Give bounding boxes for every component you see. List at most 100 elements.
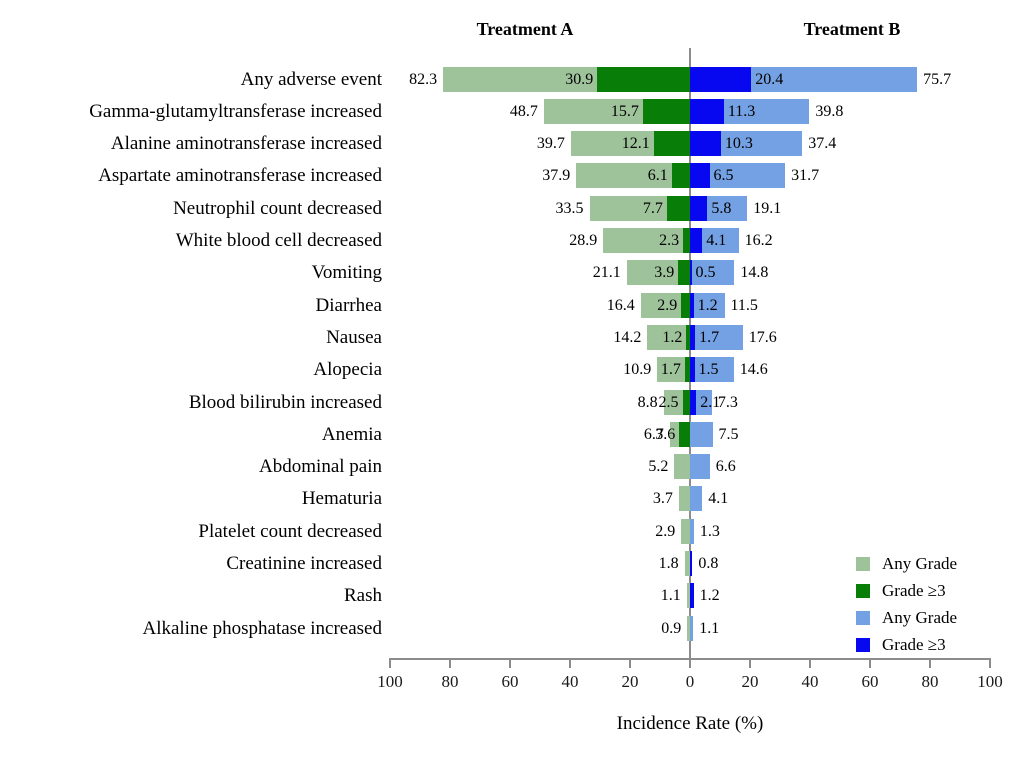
legend-item: Grade ≥3 <box>856 577 957 604</box>
bar-a-any <box>686 583 690 609</box>
category-label: Any adverse event <box>240 68 382 90</box>
category-label: Hematuria <box>301 488 382 510</box>
x-tick-mark <box>989 658 991 668</box>
legend-swatch-b_g3 <box>856 637 870 652</box>
value-a-any: 2.9 <box>655 522 676 540</box>
value-b-grade3: 0.5 <box>695 264 716 282</box>
bar-b-grade3 <box>690 324 696 350</box>
x-tick-mark <box>929 658 931 668</box>
value-b-grade3: 20.4 <box>755 70 784 88</box>
x-tick-label: 40 <box>561 672 579 691</box>
value-b-any: 19.1 <box>753 199 782 217</box>
legend-label: Any Grade <box>882 608 958 627</box>
bar-a-any <box>684 551 690 576</box>
bar-b-any <box>690 421 713 447</box>
value-a-grade3: 30.9 <box>565 70 594 88</box>
value-a-any: 33.5 <box>555 199 584 217</box>
bar-b-grade3 <box>690 163 710 189</box>
bar-b-grade3 <box>690 357 695 383</box>
x-tick-label: 100 <box>377 672 403 691</box>
bar-b-any <box>690 260 735 286</box>
bar-b-grade3 <box>690 292 694 318</box>
category-label: White blood cell decreased <box>175 230 382 251</box>
legend-label: Grade ≥3 <box>882 581 946 600</box>
value-b-grade3: 1.7 <box>699 328 720 346</box>
bar-a-grade3 <box>686 324 690 350</box>
bar-b-grade3 <box>690 389 697 415</box>
value-a-grade3: 1.7 <box>660 361 681 379</box>
value-a-grade3: 2.5 <box>658 393 679 411</box>
category-label: Blood bilirubin increased <box>188 391 382 413</box>
value-b-grade3: 2.1 <box>700 393 721 411</box>
value-a-any: 37.9 <box>542 167 571 185</box>
value-a-any: 39.7 <box>536 135 565 153</box>
bar-b-any <box>690 454 710 480</box>
value-a-any: 82.3 <box>409 70 438 88</box>
x-tick-mark <box>629 658 631 668</box>
value-a-any: 48.7 <box>509 102 538 120</box>
value-b-any: 1.3 <box>699 522 720 540</box>
bar-a-grade3 <box>666 195 690 221</box>
value-b-any: 0.8 <box>698 555 719 572</box>
bar-a-grade3 <box>682 389 690 415</box>
value-b-any: 11.5 <box>730 296 758 314</box>
bar-b-grade3 <box>690 260 692 286</box>
category-label: Creatinine increased <box>226 553 382 574</box>
x-tick-label: 80 <box>921 672 939 691</box>
x-tick-mark <box>749 658 751 668</box>
value-b-grade3: 10.3 <box>724 135 753 153</box>
x-tick-label: 20 <box>741 672 759 691</box>
value-a-grade3: 3.9 <box>654 264 675 282</box>
value-b-any: 14.6 <box>739 361 768 379</box>
bar-a-any <box>687 615 690 641</box>
x-tick-mark <box>689 658 691 668</box>
value-a-any: 16.4 <box>606 296 635 314</box>
value-b-grade3: 1.2 <box>697 296 718 314</box>
legend-item: Any Grade <box>856 604 957 631</box>
legend-swatch-b_any <box>856 610 870 625</box>
x-tick-mark <box>809 658 811 668</box>
category-label: Alanine aminotransferase increased <box>110 133 382 155</box>
category-label: Platelet count decreased <box>198 520 382 542</box>
bar-a-grade3 <box>683 228 690 253</box>
x-axis-title: Incidence Rate (%) <box>616 713 764 734</box>
value-a-grade3: 2.3 <box>659 232 680 249</box>
category-label: Alopecia <box>313 359 382 381</box>
value-a-any: 3.7 <box>652 490 673 508</box>
value-b-any: 31.7 <box>791 167 820 185</box>
bar-b-grade3 <box>690 583 694 609</box>
bar-a-grade3 <box>681 292 690 318</box>
bar-b-grade3 <box>690 551 693 576</box>
bar-b-any <box>690 357 734 383</box>
bar-a-any <box>678 486 690 512</box>
x-tick-mark <box>509 658 511 668</box>
value-b-any: 39.8 <box>815 102 844 120</box>
value-a-grade3: 1.2 <box>662 328 683 346</box>
bar-b-any <box>690 518 694 544</box>
x-tick-label: 40 <box>801 672 819 691</box>
bar-b-grade3 <box>690 66 752 92</box>
value-a-any: 21.1 <box>592 264 621 282</box>
value-b-any: 14.8 <box>740 264 769 282</box>
value-b-any: 7.5 <box>718 425 739 443</box>
value-a-any: 14.2 <box>613 328 642 346</box>
bar-b-grade3 <box>690 195 708 221</box>
legend-item: Grade ≥3 <box>856 631 957 658</box>
x-axis-line <box>389 658 991 660</box>
value-b-grade3: 1.5 <box>698 361 719 379</box>
category-label: Anemia <box>321 423 382 445</box>
legend-swatch-a_g3 <box>856 583 870 598</box>
value-a-grade3: 6.1 <box>647 167 668 185</box>
value-a-grade3: 3.6 <box>655 425 676 443</box>
value-b-any: 17.6 <box>748 328 777 346</box>
x-tick-label: 100 <box>977 672 1003 691</box>
legend-item: Any Grade <box>856 550 957 577</box>
value-a-any: 8.8 <box>637 393 658 411</box>
value-a-any: 1.8 <box>658 555 679 572</box>
category-label: Diarrhea <box>315 294 382 316</box>
bar-b-any <box>690 486 703 512</box>
category-label: Abdominal pain <box>259 456 382 478</box>
x-tick-label: 60 <box>501 672 519 691</box>
value-b-any: 75.7 <box>923 70 952 88</box>
